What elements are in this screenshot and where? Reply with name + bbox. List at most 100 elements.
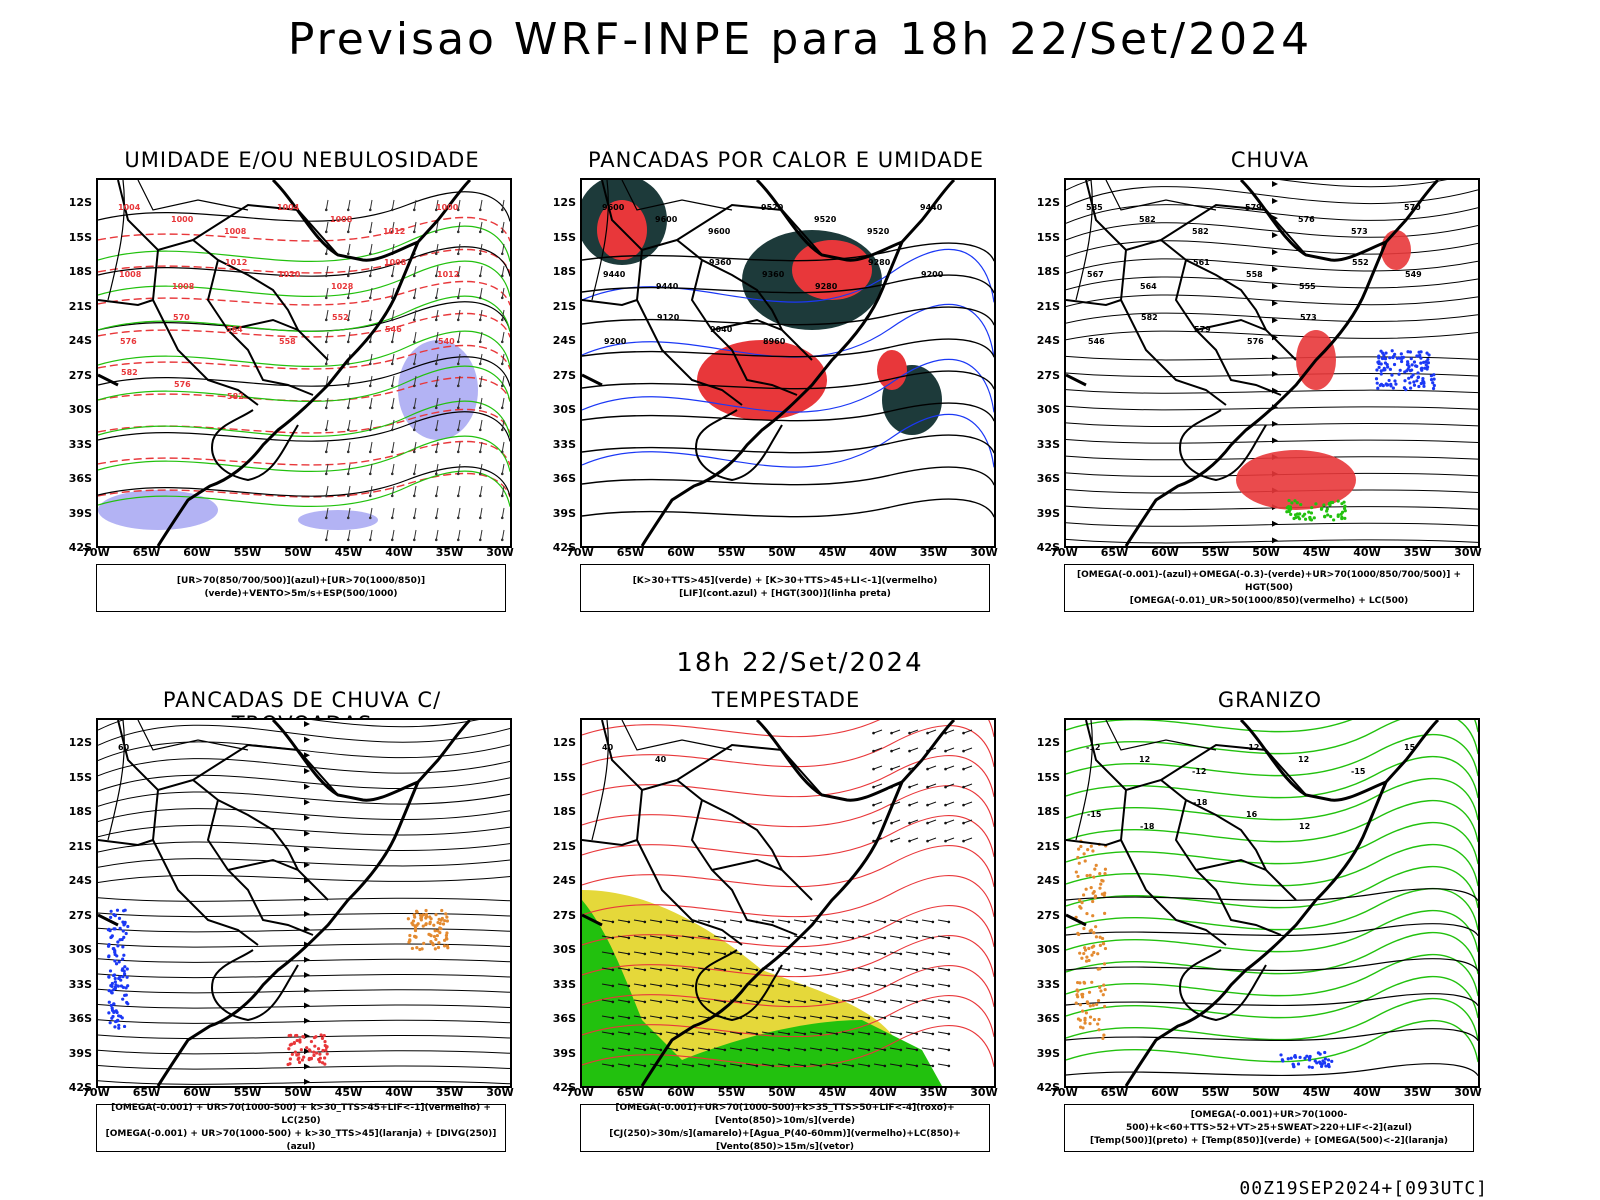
- lon-tick-label: 60W: [667, 546, 695, 559]
- lat-tick-label: 36S: [552, 472, 576, 485]
- lon-tick-label: 65W: [616, 546, 645, 559]
- contour-label: 9600: [708, 227, 731, 236]
- map-frame: 585 582 582 579 576 573 570 567 564 561 558 555 552 5…: [1064, 178, 1480, 548]
- lat-tick-label: 12S: [1036, 736, 1060, 749]
- contour-label: 573: [1351, 227, 1368, 236]
- lat-tick-label: 42S: [1036, 1081, 1060, 1094]
- lon-tick-label: 70W: [566, 546, 594, 559]
- contour-label: 15: [1404, 743, 1416, 752]
- mid-date-label: 18h 22/Set/2024: [676, 648, 924, 678]
- lat-tick-label: 15S: [552, 770, 576, 784]
- lon-tick-label: 45W: [1302, 1086, 1331, 1099]
- legend-line: [OMEGA(-0.001)+UR>70(1000-500)+k<60+TTS>…: [1125, 1109, 1413, 1133]
- contour-label: 12: [1298, 755, 1309, 764]
- contour-label: 9120: [657, 313, 680, 322]
- contour-label: 9600: [655, 215, 678, 224]
- contour-label: 540: [438, 337, 455, 346]
- lat-tick-label: 21S: [68, 299, 92, 313]
- panel-granizo: GRANIZO -12 12 -12 -12 12 -15 15 -15 -18 -18 16 12 12…: [1024, 688, 1496, 1158]
- lon-tick-label: 50W: [768, 546, 796, 559]
- legend-box: [OMEGA(-0.001)+UR>70(1000-500)+k>35_TTS>…: [580, 1103, 990, 1152]
- map-canvas: 1004 1000 1008 1004 1008 1012 1000 1008 1008 1012…: [98, 180, 510, 546]
- contour-label: 1008: [224, 227, 247, 236]
- lon-tick-label: 60W: [183, 546, 211, 559]
- lon-tick-label: 50W: [1252, 546, 1280, 559]
- contour-label: 1008: [119, 270, 142, 279]
- contour-label: 582: [1139, 215, 1156, 224]
- lon-tick-label: 50W: [284, 546, 312, 559]
- legend-box: [UR>70(850/700/500)](azul)+[UR>70(1000/8…: [96, 564, 506, 612]
- lat-tick-label: 42S: [68, 1081, 92, 1094]
- map-frame: 60: [96, 718, 512, 1088]
- panel-title: TEMPESTADE: [711, 688, 861, 712]
- contour-label: 576: [120, 337, 137, 346]
- lon-tick-label: 30W: [1454, 1086, 1482, 1099]
- lat-tick-label: 27S: [1036, 368, 1060, 382]
- lat-tick-label: 27S: [68, 368, 92, 382]
- lat-tick-label: 24S: [68, 334, 92, 347]
- lon-tick-label: 55W: [1201, 1086, 1230, 1099]
- lat-tick-label: 12S: [552, 196, 576, 209]
- contour-label: 9600: [602, 203, 625, 212]
- lon-tick-label: 50W: [1252, 1086, 1280, 1099]
- contour-label: 1008: [172, 282, 195, 291]
- contour-label: 9360: [762, 270, 785, 279]
- lon-tick-label: 45W: [1302, 546, 1331, 559]
- lon-tick-label: 40W: [385, 1086, 413, 1099]
- contour-label: 1020: [278, 270, 301, 279]
- lon-tick-label: 40W: [869, 1086, 897, 1099]
- lat-tick-label: 27S: [1036, 908, 1060, 922]
- lon-tick-label: 60W: [667, 1086, 695, 1099]
- contour-label: 9440: [656, 282, 679, 291]
- lon-tick-label: 55W: [1201, 546, 1230, 559]
- panel-title: PANCADAS POR CALOR E UMIDADE: [587, 148, 985, 172]
- map-canvas: 40 40: [582, 720, 994, 1086]
- lat-tick-label: 30S: [68, 943, 92, 956]
- contour-label: 9440: [603, 270, 626, 279]
- lon-tick-label: 60W: [1151, 546, 1179, 559]
- lon-tick-label: 45W: [818, 546, 847, 559]
- map-frame: 1004 1000 1008 1004 1008 1012 1000 1008 1008 1012…: [96, 178, 512, 548]
- contour-label: 564: [1140, 282, 1157, 291]
- contour-label: 1000: [171, 215, 194, 224]
- lat-tick-label: 42S: [552, 541, 576, 554]
- lon-tick-label: 60W: [1151, 1086, 1179, 1099]
- lat-tick-label: 39S: [1036, 1046, 1060, 1060]
- lon-tick-label: 30W: [486, 1086, 514, 1099]
- lon-tick-label: 55W: [717, 546, 746, 559]
- legend-box: [OMEGA(-0.001) + UR>70(1000-500) + k>30_…: [96, 1103, 506, 1152]
- contour-label: 1008: [384, 258, 407, 267]
- contour-label: 16: [1246, 810, 1258, 819]
- lat-tick-label: 33S: [1036, 977, 1060, 991]
- lon-tick-label: 70W: [82, 1086, 110, 1099]
- contour-label: 40: [602, 743, 614, 752]
- map-frame: 9600 9600 9600 9520 9520 9520 9440 9440 9440 9360…: [580, 178, 996, 548]
- lat-tick-label: 36S: [552, 1012, 576, 1025]
- lat-tick-label: 21S: [1036, 839, 1060, 853]
- contour-label: 9520: [761, 203, 784, 212]
- lat-tick-label: 21S: [552, 839, 576, 853]
- lon-tick-label: 65W: [1100, 1086, 1129, 1099]
- lat-tick-label: 12S: [68, 196, 92, 209]
- lon-tick-label: 60W: [183, 1086, 211, 1099]
- contour-label: 9520: [867, 227, 890, 236]
- lat-tick-label: 12S: [552, 736, 576, 749]
- contour-label: 582: [227, 392, 244, 401]
- contour-label: 579: [1194, 325, 1211, 334]
- lon-tick-label: 65W: [616, 1086, 645, 1099]
- lon-tick-label: 40W: [869, 546, 897, 559]
- contour-label: 9440: [920, 203, 943, 212]
- contour-label: 561: [1193, 258, 1210, 267]
- lat-tick-label: 39S: [552, 506, 576, 520]
- contour-label: -12: [1192, 767, 1206, 776]
- lat-tick-label: 39S: [68, 506, 92, 520]
- lat-tick-label: 15S: [1036, 770, 1060, 784]
- lat-tick-label: 39S: [1036, 506, 1060, 520]
- contour-label: 555: [1299, 282, 1316, 291]
- lon-tick-label: 55W: [233, 1086, 262, 1099]
- main-title: Previsao WRF-INPE para 18h 22/Set/2024: [287, 14, 1313, 65]
- contour-label: -15: [1087, 810, 1102, 819]
- lon-tick-label: 35W: [919, 546, 948, 559]
- lon-tick-label: 30W: [970, 546, 998, 559]
- lon-tick-label: 35W: [1403, 1086, 1432, 1099]
